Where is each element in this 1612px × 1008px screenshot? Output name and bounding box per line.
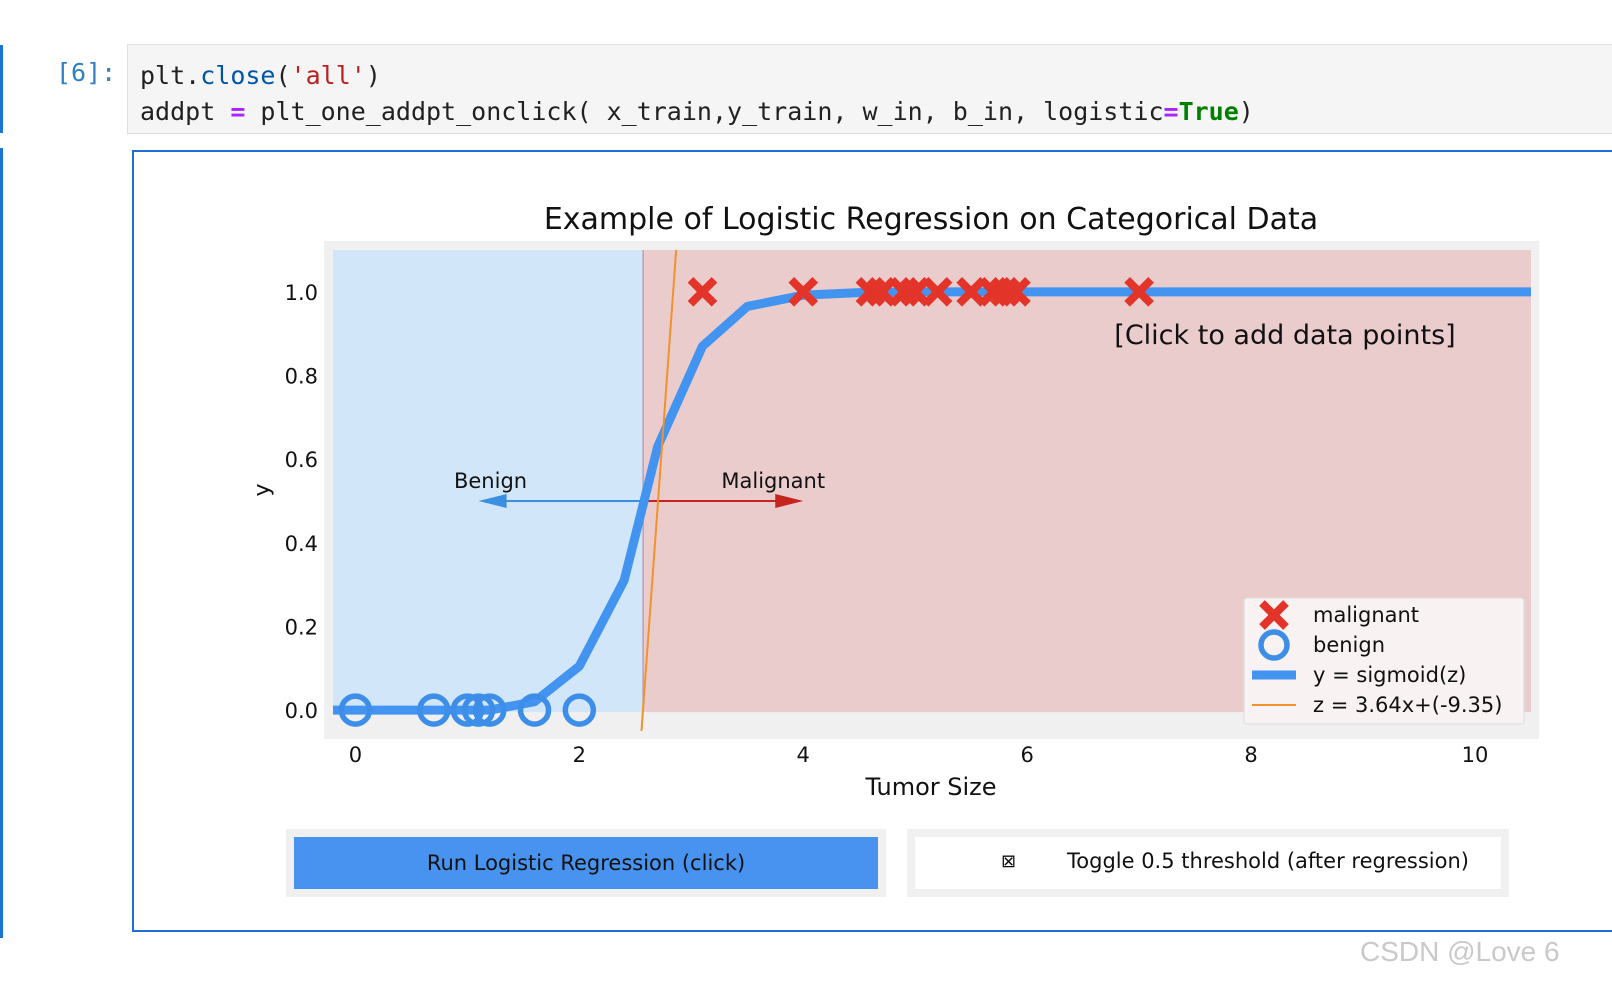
legend-label: z = 3.64x+(-9.35): [1313, 693, 1502, 717]
cell-selection-bar: [0, 45, 3, 133]
z-line: [640, 249, 678, 732]
x-tick-label: 10: [1462, 743, 1489, 767]
x-tick-label: 2: [573, 743, 586, 767]
malignant-point: [922, 276, 953, 307]
legend-malignant-marker: [1259, 600, 1289, 630]
legend-label: y = sigmoid(z): [1313, 663, 1466, 687]
chart-title: Example of Logistic Regression on Catego…: [544, 202, 1318, 237]
benign-point: [461, 693, 496, 727]
y-tick-label: 0.8: [285, 364, 318, 388]
click-hint: [Click to add data points]: [1114, 320, 1455, 351]
y-tick-label: 1.0: [285, 281, 318, 305]
y-axis-label: y: [250, 483, 275, 496]
legend: malignant benign y = sigmoid(z) z = 3.64x+(…: [1243, 597, 1525, 725]
checkbox-icon[interactable]: ⊠: [1001, 851, 1017, 872]
cell-prompt: [6]:: [56, 58, 117, 87]
arrow-label-benign: Benign: [454, 469, 527, 493]
output-selection-bar: [0, 148, 3, 938]
malignant-point: [687, 276, 718, 307]
x-tick-label: 6: [1020, 743, 1033, 767]
legend-benign-marker: [1258, 629, 1290, 661]
code-cell-input[interactable]: plt.close('all') addpt = plt_one_addpt_o…: [127, 44, 1612, 134]
watermark: CSDN @Love 6: [1360, 936, 1560, 967]
malignant-point: [1001, 276, 1031, 307]
malignant-point: [956, 276, 987, 307]
run-regression-label: Run Logistic Regression (click): [294, 837, 878, 889]
arrow-head: [478, 493, 507, 508]
x-tick-label: 0: [349, 743, 362, 767]
malignant-point: [1124, 276, 1154, 307]
benign-point: [417, 693, 451, 727]
x-tick-label: 4: [797, 743, 810, 767]
arrow-label-malignant: Malignant: [721, 469, 825, 493]
y-tick-label: 0.0: [285, 699, 318, 723]
benign-point: [562, 693, 597, 727]
x-tick-label: 8: [1244, 743, 1257, 767]
y-tick-label: 0.4: [285, 532, 318, 556]
y-tick-label: 0.2: [285, 615, 318, 639]
malignant-point: [900, 276, 931, 307]
toggle-threshold-button[interactable]: ⊠ Toggle 0.5 threshold (after regression…: [907, 829, 1509, 897]
run-regression-button[interactable]: Run Logistic Regression (click): [286, 829, 886, 897]
legend-label: malignant: [1313, 603, 1419, 627]
y-tick-label: 0.6: [285, 448, 318, 472]
benign-point: [450, 693, 485, 727]
legend-label: benign: [1313, 633, 1385, 657]
arrow-head: [775, 493, 804, 508]
malignant-point: [866, 276, 897, 307]
code-line-2: addpt = plt_one_addpt_onclick( x_train,y…: [140, 97, 1254, 126]
benign-point: [338, 693, 373, 727]
code-line-1: plt.close('all'): [140, 61, 381, 90]
malignant-point: [788, 276, 819, 307]
benign-point: [517, 693, 552, 727]
benign-point: [472, 693, 507, 727]
x-axis-label: Tumor Size: [864, 773, 996, 801]
toggle-threshold-label: Toggle 0.5 threshold (after regression): [1067, 849, 1469, 873]
